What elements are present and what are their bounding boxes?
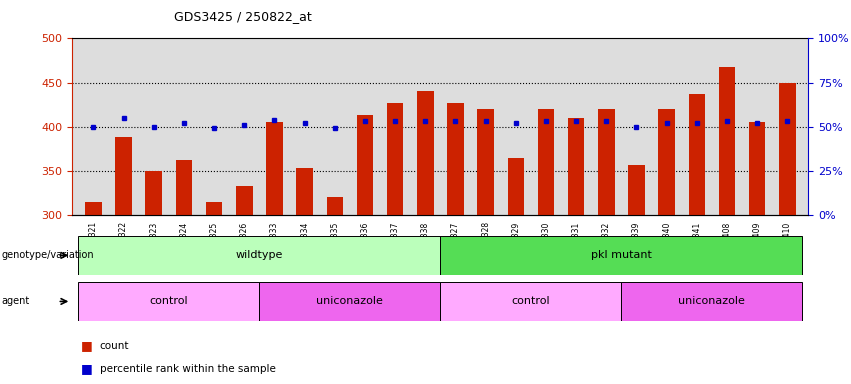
Bar bbox=[507, 157, 524, 215]
Bar bbox=[538, 109, 554, 215]
Text: genotype/variation: genotype/variation bbox=[2, 250, 94, 260]
Bar bbox=[146, 171, 162, 215]
Text: uniconazole: uniconazole bbox=[317, 296, 383, 306]
Bar bbox=[296, 168, 313, 215]
Bar bbox=[719, 67, 735, 215]
Bar bbox=[659, 109, 675, 215]
Bar bbox=[266, 122, 283, 215]
Text: pkl mutant: pkl mutant bbox=[591, 250, 652, 260]
Bar bbox=[327, 197, 343, 215]
Bar bbox=[85, 202, 102, 215]
Bar bbox=[260, 282, 441, 321]
Bar bbox=[116, 137, 132, 215]
Text: count: count bbox=[100, 341, 129, 351]
Bar bbox=[78, 282, 260, 321]
Bar bbox=[688, 94, 705, 215]
Bar bbox=[206, 202, 222, 215]
Text: GDS3425 / 250822_at: GDS3425 / 250822_at bbox=[174, 10, 312, 23]
Text: control: control bbox=[511, 296, 551, 306]
Bar bbox=[441, 282, 621, 321]
Bar bbox=[477, 109, 494, 215]
Bar bbox=[749, 122, 765, 215]
Bar bbox=[598, 109, 614, 215]
Bar bbox=[441, 236, 802, 275]
Text: ■: ■ bbox=[81, 362, 93, 375]
Bar bbox=[417, 91, 434, 215]
Bar bbox=[387, 103, 403, 215]
Bar bbox=[568, 118, 585, 215]
Bar bbox=[236, 186, 253, 215]
Text: ■: ■ bbox=[81, 339, 93, 352]
Text: wildtype: wildtype bbox=[236, 250, 283, 260]
Text: uniconazole: uniconazole bbox=[678, 296, 745, 306]
Bar bbox=[779, 83, 796, 215]
Text: percentile rank within the sample: percentile rank within the sample bbox=[100, 364, 276, 374]
Bar bbox=[621, 282, 802, 321]
Text: agent: agent bbox=[2, 296, 30, 306]
Bar bbox=[447, 103, 464, 215]
Bar bbox=[175, 160, 192, 215]
Bar bbox=[628, 165, 645, 215]
Text: control: control bbox=[150, 296, 188, 306]
Bar bbox=[78, 236, 441, 275]
Bar bbox=[357, 115, 374, 215]
